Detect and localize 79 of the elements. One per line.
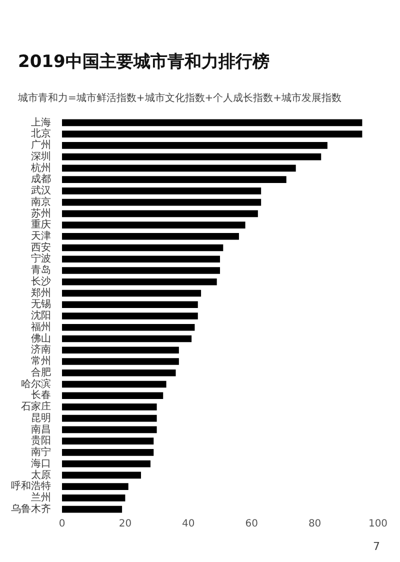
text: 7 (373, 540, 380, 553)
chart-subtitle: 城市青和力=城市鲜活指数+城市文化指数+个人成长指数+城市发展指数 (18, 92, 342, 105)
x-tick-label: 80 (308, 518, 322, 530)
y-tick-label: 成都 (31, 173, 51, 186)
y-tick-label: 苏州 (31, 207, 51, 220)
y-tick-label: 佛山 (31, 332, 51, 344)
y-tick-label: 福州 (31, 320, 51, 333)
bar (62, 335, 192, 342)
y-tick-label: 南京 (31, 196, 51, 208)
bar (62, 301, 198, 308)
y-tick-label: 北京 (31, 128, 51, 140)
bar (62, 256, 220, 263)
bar (62, 438, 154, 444)
bar (62, 506, 122, 513)
bar (62, 380, 166, 388)
y-tick-label: 西安 (31, 241, 51, 254)
bar (62, 198, 262, 206)
bar (62, 483, 128, 490)
bar (62, 142, 328, 149)
bar (62, 267, 220, 274)
x-tick-label: 40 (182, 518, 195, 530)
y-tick-label: 广州 (31, 139, 51, 152)
x-tick-label: 100 (368, 518, 388, 530)
bar (62, 324, 195, 331)
y-tick-label: 天津 (31, 230, 51, 242)
y-tick-label: 武汉 (31, 184, 51, 197)
y-tick-label: 乌鲁木齐 (11, 502, 51, 515)
bar (62, 426, 157, 434)
x-tick-label: 20 (118, 518, 132, 530)
y-tick-label: 深圳 (31, 150, 51, 162)
bar (62, 176, 286, 183)
bar (62, 369, 176, 376)
bar (62, 472, 141, 479)
bar (62, 460, 150, 468)
y-tick-label: 太原 (31, 468, 51, 481)
y-tick-label: 郑州 (31, 286, 51, 299)
y-tick-label: 南昌 (31, 423, 51, 436)
bar (62, 164, 296, 172)
bar (62, 494, 126, 502)
bar (62, 346, 179, 354)
y-tick-label: 杭州 (30, 162, 51, 174)
bar (62, 244, 224, 252)
y-tick-label: 兰州 (31, 492, 51, 504)
y-tick-label: 济南 (31, 344, 51, 356)
y-tick-label: 青岛 (31, 264, 51, 276)
x-tick-label: 60 (245, 518, 258, 530)
bar (62, 358, 179, 365)
y-tick-label: 常州 (31, 355, 51, 368)
bar (62, 232, 239, 240)
y-tick-label: 无锡 (31, 299, 51, 310)
bar (62, 414, 157, 422)
bar (62, 392, 164, 400)
bar (62, 312, 198, 320)
x-tick-label: 0 (58, 518, 66, 530)
bar (62, 278, 217, 286)
y-tick-label: 南宁 (31, 446, 51, 458)
y-tick-label: 沈阳 (31, 310, 51, 322)
y-tick-label: 宁波 (31, 252, 51, 265)
y-tick-label: 上海 (31, 116, 51, 128)
y-tick-label: 长沙 (31, 275, 51, 288)
bar (62, 449, 154, 456)
y-tick-label: 长春 (31, 389, 51, 402)
bar (62, 119, 362, 126)
y-tick-label: 呼和浩特 (11, 480, 51, 492)
y-tick-label: 合肥 (31, 366, 51, 378)
chart-title: 2019中国主要城市青和力排行榜 (18, 51, 270, 73)
bar (62, 404, 157, 410)
bar (62, 188, 262, 194)
y-tick-label: 哈尔滨 (21, 378, 51, 390)
bar (62, 210, 258, 218)
bar (62, 222, 246, 228)
bar (62, 153, 322, 160)
y-tick-label: 石家庄 (21, 400, 51, 413)
bar (62, 290, 202, 297)
bar (62, 130, 362, 138)
y-tick-label: 海口 (31, 457, 51, 470)
y-tick-label: 贵阳 (31, 434, 51, 447)
y-tick-label: 昆明 (31, 412, 51, 424)
y-tick-label: 重庆 (31, 218, 51, 231)
